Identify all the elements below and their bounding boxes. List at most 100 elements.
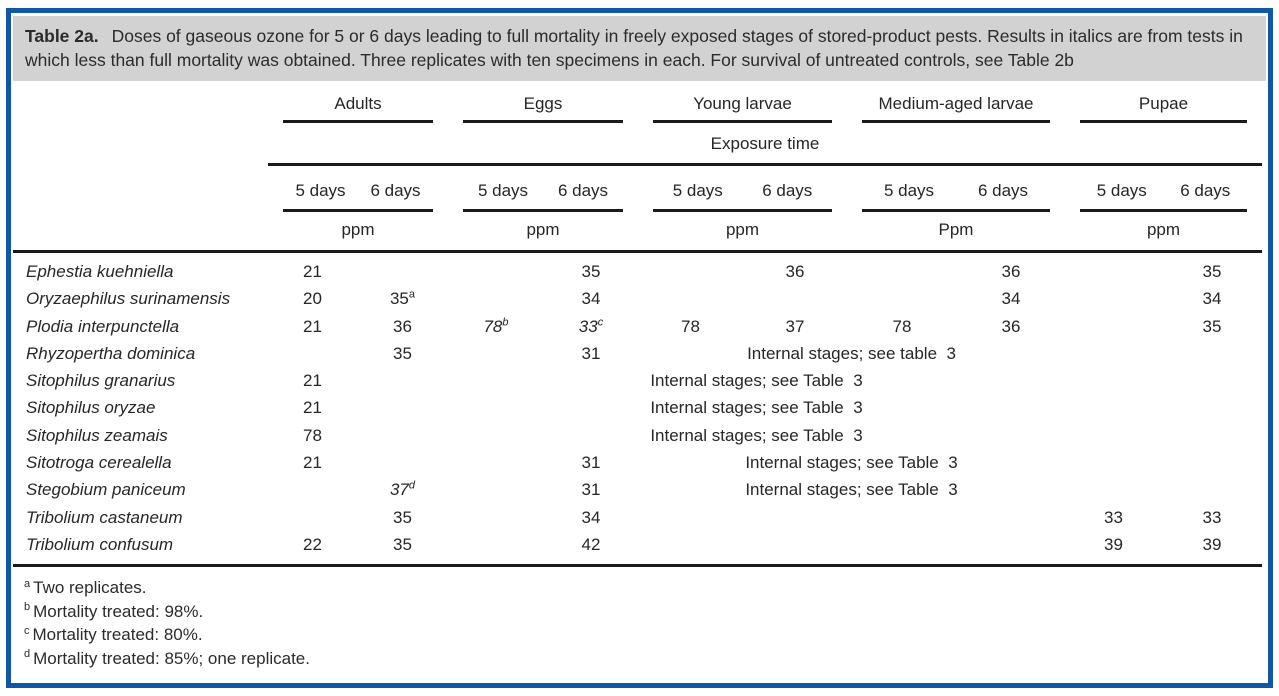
dose-cell bbox=[1065, 286, 1162, 313]
table-header: Adults Eggs Young larvae Medium-aged lar… bbox=[13, 81, 1263, 252]
table-row: Plodia interpunctella 21 36 78b 33c 78 37 78 36 3… bbox=[13, 313, 1262, 340]
group-header-eggs: Eggs bbox=[448, 81, 638, 123]
days-label: 6 days bbox=[557, 181, 609, 200]
group-header-adults: Adults bbox=[268, 81, 448, 123]
species-column-spacer bbox=[13, 212, 268, 252]
dose-cell: 36 bbox=[1001, 316, 1021, 336]
dose-cell: 39 bbox=[1202, 534, 1222, 554]
days-label: 6 days bbox=[977, 181, 1029, 200]
dose-cell: 37d bbox=[389, 479, 416, 500]
dose-cell bbox=[1162, 395, 1262, 422]
species-column-spacer bbox=[13, 81, 268, 123]
dose-cell bbox=[448, 504, 544, 531]
caption-text: Doses of gaseous ozone for 5 or 6 days l… bbox=[25, 26, 1243, 70]
table-row: Sitophilus granarius 21 Internal stages; s… bbox=[13, 368, 1262, 395]
species-name: Tribolium castaneum bbox=[26, 507, 183, 527]
table-row: Rhyzopertha dominica 35 31 Internal stages;… bbox=[13, 340, 1262, 367]
dose-cell bbox=[638, 252, 743, 286]
internal-stages-note: Internal stages; see Table 3 bbox=[650, 425, 863, 445]
species-name: Sitophilus oryzae bbox=[26, 398, 156, 418]
dose-cell bbox=[268, 504, 357, 531]
dose-cell: 35 bbox=[1202, 316, 1222, 336]
footnote-text: Two replicates. bbox=[33, 578, 147, 598]
dose-cell: 39 bbox=[1104, 534, 1123, 554]
footnote: a Two replicates. bbox=[24, 576, 1268, 600]
dose-cell bbox=[1065, 422, 1162, 449]
internal-stages-note: Internal stages; see Table 3 bbox=[650, 371, 863, 391]
table-frame: Table 2a. Doses of gaseous ozone for 5 or… bbox=[6, 8, 1273, 688]
footnote-marker: d bbox=[24, 648, 31, 661]
dose-cell: 35a bbox=[389, 288, 416, 309]
species-name: Sitophilus zeamais bbox=[26, 425, 168, 445]
table-row: Stegobium paniceum 37d 31 Internal stages; … bbox=[13, 477, 1262, 504]
dose-cell bbox=[268, 477, 357, 504]
dose-cell bbox=[638, 504, 743, 531]
unit-label: ppm bbox=[526, 220, 560, 239]
dose-cell bbox=[268, 340, 357, 367]
unit-label: ppm bbox=[341, 220, 375, 239]
dose-cell bbox=[957, 531, 1065, 565]
footnote-marker: c bbox=[597, 315, 604, 328]
days-label: 5 days bbox=[477, 181, 529, 200]
days-label: 6 days bbox=[762, 181, 813, 200]
footnote-marker: b bbox=[502, 315, 509, 328]
table-number-label: Table 2a. bbox=[25, 26, 99, 46]
dose-cell bbox=[638, 531, 743, 565]
group-header-medium-aged-larvae: Medium-aged larvae bbox=[847, 81, 1065, 123]
dose-cell: 34 bbox=[581, 289, 601, 309]
dose-cell bbox=[1065, 340, 1162, 367]
species-name: Sitophilus granarius bbox=[26, 371, 176, 391]
footnote-marker: a bbox=[408, 288, 416, 301]
dose-cell: 34 bbox=[1202, 289, 1222, 309]
footnote-marker: c bbox=[24, 624, 30, 637]
internal-stages-note: Internal stages; see Table 3 bbox=[745, 480, 958, 500]
dose-cell: 21 bbox=[303, 316, 322, 336]
dose-cell: 21 bbox=[303, 371, 322, 391]
footnote-text: Mortality treated: 80%. bbox=[32, 625, 203, 645]
dose-cell: 20 bbox=[303, 289, 322, 309]
group-header-young-larvae: Young larvae bbox=[638, 81, 847, 123]
dose-cell bbox=[448, 252, 544, 286]
internal-stages-note: Internal stages; see Table 3 bbox=[745, 452, 958, 472]
days-label: 6 days bbox=[1180, 181, 1231, 200]
dose-cell bbox=[1065, 477, 1162, 504]
dose-cell bbox=[743, 286, 847, 313]
species-column-spacer bbox=[13, 165, 268, 213]
footnotes: a Two replicates. b Mortality treated: 98%… bbox=[11, 567, 1268, 670]
footnote: d Mortality treated: 85%; one replicate. bbox=[24, 647, 1268, 671]
dose-cell: 78b bbox=[483, 315, 509, 336]
dose-cell: 35 bbox=[581, 262, 601, 281]
table-body: Ephestia kuehniella 21 35 36 36 35 Oryzaephilu… bbox=[13, 251, 1263, 566]
days-label: 5 days bbox=[295, 181, 346, 200]
footnote: c Mortality treated: 80%. bbox=[24, 623, 1268, 647]
exposure-time-label: Exposure time bbox=[268, 123, 1263, 166]
dose-cell bbox=[1065, 450, 1162, 477]
dose-cell: 21 bbox=[303, 262, 322, 281]
dose-cell: 21 bbox=[303, 452, 322, 472]
dose-cell: 34 bbox=[581, 507, 601, 527]
days-label: 6 days bbox=[370, 181, 421, 200]
footnote-marker: b bbox=[24, 601, 31, 614]
dose-cell: 31 bbox=[581, 343, 601, 363]
dose-cell: 36 bbox=[393, 316, 412, 336]
days-label: 5 days bbox=[672, 181, 723, 200]
species-name: Oryzaephilus surinamensis bbox=[26, 289, 231, 309]
species-name: Plodia interpunctella bbox=[26, 316, 180, 336]
species-name: Stegobium paniceum bbox=[26, 480, 186, 500]
species-name: Sitotroga cerealella bbox=[26, 452, 172, 472]
dose-cell: 78 bbox=[892, 316, 912, 336]
table-row: Tribolium confusum 22 35 42 39 39 bbox=[13, 531, 1262, 565]
dose-cell: 35 bbox=[393, 507, 412, 527]
dose-cell bbox=[957, 504, 1065, 531]
days-header-row: 5 days 6 days 5 days 6 days 5 days 6 days 5… bbox=[13, 165, 1262, 213]
species-name: Tribolium confusum bbox=[26, 534, 174, 554]
days-header-eggs: 5 days 6 days bbox=[448, 165, 638, 212]
dose-cell bbox=[638, 286, 743, 313]
species-column-spacer bbox=[13, 123, 268, 165]
dose-cell bbox=[847, 286, 957, 313]
dose-cell bbox=[448, 477, 544, 504]
dose-cell: 35 bbox=[393, 534, 412, 554]
dose-cell bbox=[743, 531, 847, 565]
dose-cell: 21 bbox=[303, 398, 322, 418]
days-header-adults: 5 days 6 days bbox=[268, 165, 448, 212]
